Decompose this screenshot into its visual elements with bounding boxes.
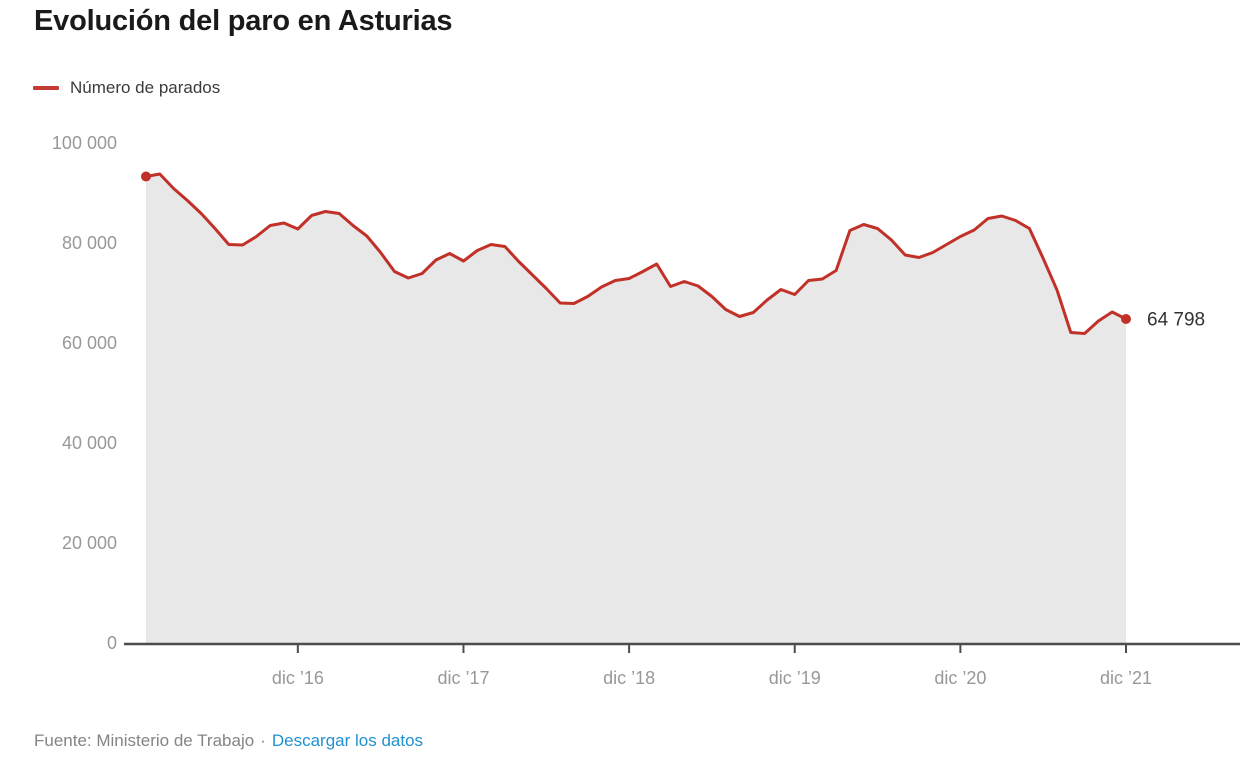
end-value-label: 64 798 xyxy=(1147,310,1205,331)
y-axis-label: 80 000 xyxy=(62,233,117,253)
y-axis-label: 100 000 xyxy=(52,133,117,153)
x-tick-label: dic ’16 xyxy=(272,668,324,688)
y-axis-label: 40 000 xyxy=(62,433,117,453)
x-tick-label: dic ’19 xyxy=(769,668,821,688)
series-line xyxy=(144,172,1128,335)
series-start-dot xyxy=(141,171,151,182)
download-data-link[interactable]: Descargar los datos xyxy=(271,731,424,750)
area-fill xyxy=(146,174,1126,643)
y-axis-label: 20 000 xyxy=(62,533,117,553)
x-tick-label: dic ’18 xyxy=(603,668,655,688)
series-end-dot xyxy=(1121,314,1131,325)
x-tick-label: dic ’17 xyxy=(437,668,489,688)
y-axis-label: 60 000 xyxy=(62,333,117,353)
chart-title: Evolución del paro en Asturias xyxy=(34,5,453,37)
legend-label: Número de parados xyxy=(70,78,221,97)
y-axis-label: 0 xyxy=(107,633,117,653)
footer-separator: · xyxy=(260,731,266,750)
legend-line-swatch xyxy=(33,86,59,90)
x-tick-label: dic ’21 xyxy=(1100,668,1152,688)
chart-footer: Fuente: Ministerio de Trabajo · Descargar … xyxy=(34,731,423,751)
source-text: Fuente: Ministerio de Trabajo xyxy=(34,731,255,750)
x-tick-label: dic ’20 xyxy=(934,668,986,688)
legend: Número de parados xyxy=(33,78,221,97)
